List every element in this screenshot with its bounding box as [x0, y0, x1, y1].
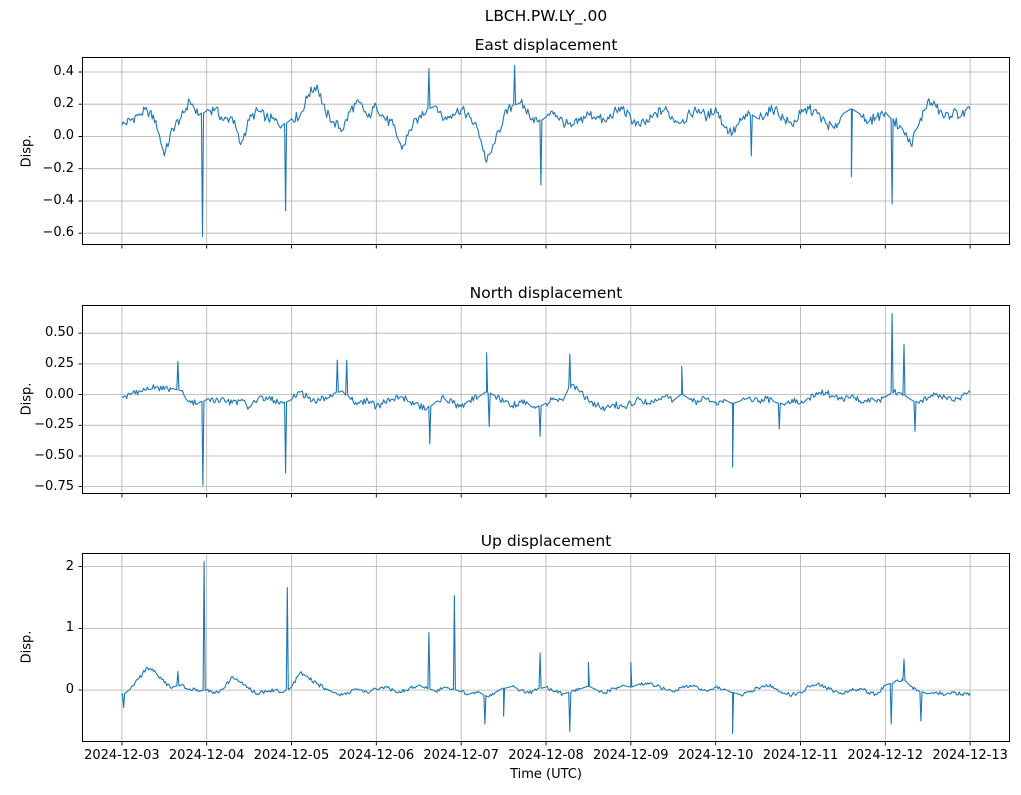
up-subplot-title: Up displacement: [480, 532, 612, 550]
y-tick-label: 0.00: [45, 386, 74, 402]
y-tick-label: 2: [65, 558, 74, 574]
y-tick-label: −0.4: [42, 192, 74, 208]
north-plot-canvas: [78, 305, 1010, 498]
y-tick-label: −0.75: [34, 478, 74, 494]
x-tick-label: 2024-12-05: [253, 748, 330, 763]
y-tick-label: 0.25: [45, 355, 74, 371]
figure-suptitle: LBCH.PW.LY_.00: [484, 7, 608, 25]
x-axis-label: Time (UTC): [510, 767, 582, 782]
east-subplot-title: East displacement: [474, 36, 618, 54]
x-tick-label: 2024-12-11: [762, 748, 839, 763]
up-displacement-subplot: Up displacement Disp. 2 1 0 2024-12-03 2024-…: [0, 528, 1021, 773]
y-tick-label: 0.4: [53, 63, 74, 79]
east-displacement-subplot: East displacement Disp. 0.4 0.2 0.0 −0.2 −0.…: [0, 32, 1021, 277]
x-tick-label: 2024-12-13: [932, 748, 1008, 763]
north-displacement-subplot: North displacement Disp. 0.50 0.25 0.00 −0.…: [0, 280, 1021, 525]
x-tick-label: 2024-12-06: [338, 748, 415, 763]
y-tick-label: 0.2: [53, 96, 74, 112]
y-tick-label: 0: [65, 682, 74, 698]
x-tick-label: 2024-12-03: [84, 748, 160, 763]
north-subplot-title: North displacement: [469, 284, 623, 302]
east-plot-canvas: [78, 57, 1010, 249]
y-tick-label: −0.50: [34, 447, 74, 463]
y-tick-label: 1: [65, 620, 74, 636]
x-tick-label: 2024-12-09: [593, 748, 669, 763]
y-tick-label: −0.2: [42, 160, 74, 176]
x-tick-label: 2024-12-07: [423, 748, 499, 763]
y-tick-label: −0.6: [42, 225, 74, 241]
x-tick-label: 2024-12-10: [677, 748, 754, 763]
y-tick-label: 0.50: [45, 325, 74, 341]
y-tick-label: 0.0: [53, 128, 74, 144]
x-tick-label: 2024-12-12: [847, 748, 924, 763]
y-tick-label: −0.25: [34, 417, 74, 433]
up-plot-canvas: [78, 553, 1010, 746]
x-tick-label: 2024-12-08: [508, 748, 584, 763]
x-tick-label: 2024-12-04: [168, 748, 245, 763]
